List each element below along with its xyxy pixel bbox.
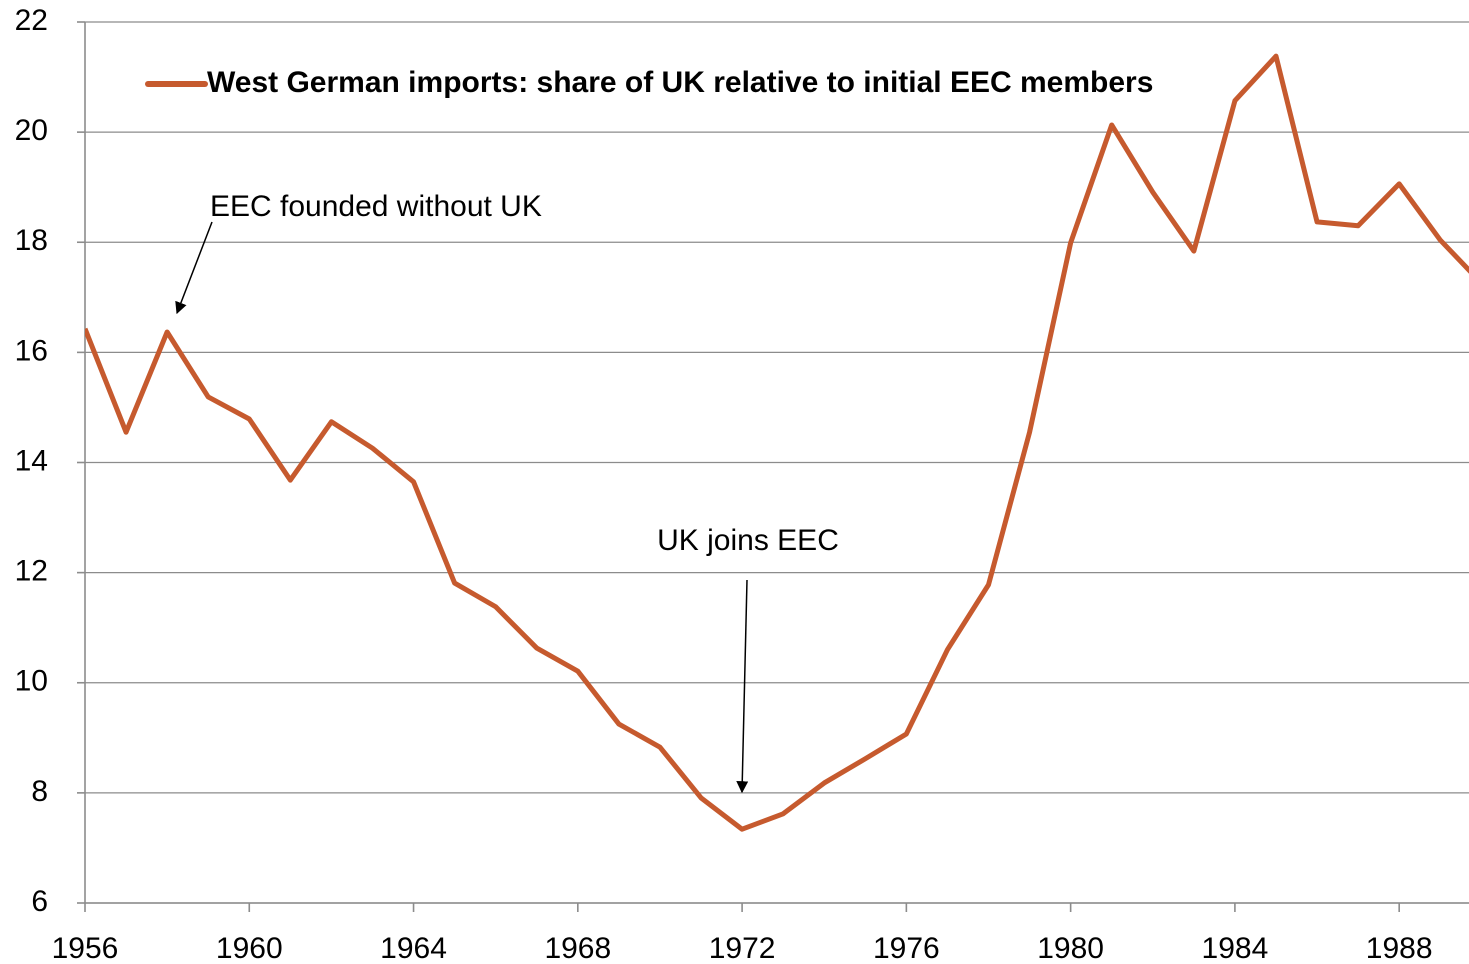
- x-tick-label: 1956: [52, 932, 119, 964]
- annotation-arrow: [175, 221, 213, 315]
- series-line: [85, 53, 1469, 832]
- grid: [77, 21, 1469, 912]
- y-tick-label: 6: [31, 885, 48, 918]
- y-tick-label: 20: [15, 114, 48, 147]
- y-tick-label: 22: [15, 4, 48, 37]
- y-tick-label: 12: [15, 555, 48, 588]
- plot: [85, 53, 1469, 832]
- annotation: EEC founded without UK: [210, 190, 542, 223]
- y-tick-label: 16: [15, 334, 48, 367]
- x-tick-label: 1988: [1366, 932, 1433, 964]
- x-tick-label: 1984: [1202, 932, 1269, 964]
- x-tick-label: 1976: [873, 932, 940, 964]
- y-tick-label: 10: [15, 665, 48, 698]
- x-tick-label: 1980: [1037, 932, 1104, 964]
- annotation-arrow: [736, 579, 749, 794]
- y-tick-label: 8: [31, 775, 48, 808]
- x-tick-label: 1968: [544, 932, 611, 964]
- annotation: UK joins EEC: [657, 524, 839, 557]
- x-tick-label: 1964: [380, 932, 447, 964]
- y-tick-label: 18: [15, 224, 48, 257]
- y-tick-label: 14: [15, 444, 48, 477]
- x-tick-label: 1960: [216, 932, 283, 964]
- x-tick-label: 1972: [709, 932, 776, 964]
- legend-label: West German imports: share of UK relativ…: [207, 66, 1153, 99]
